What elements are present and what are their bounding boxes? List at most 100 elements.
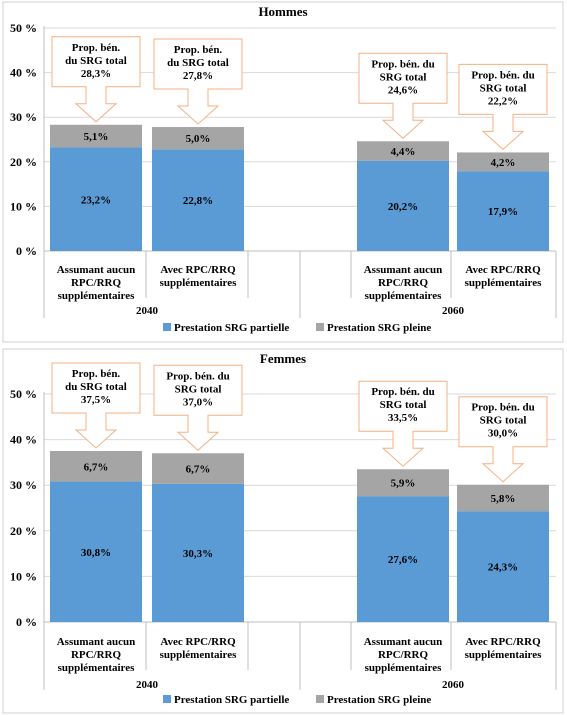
group-label: 2040 — [136, 305, 159, 317]
category-label: Avec RPC/RRQ — [465, 636, 541, 648]
chart-panel-hommes: Hommes 0 % 10 % 20 % 30 % 40 % 50 % 23,2% 5,1% Pr… — [2, 1, 564, 343]
category-label: Avec RPC/RRQ — [160, 264, 236, 276]
callout-arrow — [358, 52, 448, 139]
category-label: Assumant aucun — [57, 636, 136, 648]
data-label-pleine: 5,8% — [491, 493, 516, 505]
legend-swatch-partielle — [163, 323, 171, 331]
y-tick-label: 50 % — [10, 21, 37, 35]
callout-text: Prop. bén. — [174, 44, 223, 56]
y-tick-label: 30 % — [10, 110, 37, 124]
callout-text: du SRG total — [65, 55, 127, 67]
category-label: supplémentaires — [465, 277, 543, 289]
callout-text: 37,0% — [183, 396, 213, 408]
callout-text: Prop. bén. du — [471, 402, 534, 414]
bar-partielle — [152, 483, 244, 622]
category-label: supplémentaires — [365, 290, 443, 302]
callout-text: 30,0% — [488, 428, 518, 440]
bar-partielle — [357, 496, 449, 622]
y-tick-label: 20 % — [10, 155, 37, 169]
legend: Prestation SRG partielle Prestation SRG p… — [163, 694, 431, 706]
callout-text: 24,6% — [388, 84, 418, 96]
data-label-pleine: 5,9% — [391, 478, 416, 490]
callout-text: Prop. bén. du — [371, 386, 434, 398]
chart-border — [2, 1, 564, 343]
data-label-partielle: 22,8% — [183, 195, 213, 207]
category-label: supplémentaires — [58, 662, 136, 674]
chart-title: Hommes — [258, 4, 307, 19]
callout-arrow — [51, 362, 141, 449]
y-tick-label: 10 % — [10, 569, 37, 583]
category-label: supplémentaires — [465, 649, 543, 661]
bar-partielle — [357, 160, 449, 251]
data-label-partielle: 17,9% — [488, 206, 518, 218]
bar-pleine — [50, 124, 142, 148]
callout-text: SRG total — [480, 415, 527, 427]
bar-pleine — [152, 127, 244, 150]
legend-label-pleine: Prestation SRG pleine — [327, 322, 431, 334]
data-label-pleine: 4,2% — [491, 157, 516, 169]
callout-arrow — [358, 380, 448, 467]
callout-text: Prop. bén. du — [471, 69, 534, 81]
category-label: RPC/RRQ — [378, 277, 429, 289]
category-label: Assumant aucun — [57, 264, 136, 276]
legend-label-pleine: Prestation SRG pleine — [327, 694, 431, 706]
category-label: supplémentaires — [160, 649, 238, 661]
bar-pleine — [357, 141, 449, 161]
bar-pleine — [152, 453, 244, 484]
y-tick-label: 0 % — [16, 244, 37, 258]
category-label: supplémentaires — [160, 277, 238, 289]
y-tick-label: 40 % — [10, 66, 37, 80]
legend-swatch-pleine — [316, 695, 324, 703]
callout-text: Prop. bén. du — [166, 370, 229, 382]
group-label: 2060 — [442, 305, 465, 317]
y-tick-label: 0 % — [16, 615, 37, 629]
data-label-pleine: 4,4% — [391, 146, 416, 158]
bar-partielle — [152, 149, 244, 251]
callout-text: Prop. bén. — [72, 368, 121, 380]
callout-text: 28,3% — [81, 68, 111, 80]
callout-arrow — [458, 63, 548, 151]
data-label-pleine: 6,7% — [186, 464, 211, 476]
data-label-partielle: 24,3% — [488, 562, 518, 574]
category-label: Avec RPC/RRQ — [160, 636, 236, 648]
bar-partielle — [50, 481, 142, 622]
callout-text: SRG total — [380, 71, 427, 83]
category-label: RPC/RRQ — [71, 277, 122, 289]
category-label: RPC/RRQ — [378, 649, 429, 661]
callout-text: 27,8% — [183, 70, 213, 82]
bar-pleine — [50, 451, 142, 482]
data-label-partielle: 20,2% — [388, 201, 418, 213]
callout-text: du SRG total — [167, 57, 229, 69]
chart-panel-femmes: Femmes 0 % 10 % 20 % 30 % 40 % 50 % 30,8% 6,7% Pr… — [2, 348, 564, 714]
callout-text: SRG total — [380, 399, 427, 411]
callout-arrow — [153, 38, 243, 125]
category-label: supplémentaires — [58, 290, 136, 302]
callout-text: Prop. bén. — [72, 42, 121, 54]
callout-text: 33,5% — [388, 412, 418, 424]
chart-title: Femmes — [260, 351, 306, 366]
category-label: Assumant aucun — [364, 264, 443, 276]
bar-pleine — [457, 484, 549, 512]
data-label-partielle: 23,2% — [81, 194, 111, 206]
data-label-pleine: 5,0% — [186, 133, 211, 145]
category-label: RPC/RRQ — [71, 649, 122, 661]
callout-text: SRG total — [175, 383, 222, 395]
data-label-pleine: 5,1% — [84, 131, 109, 143]
bar-partielle — [457, 171, 549, 251]
category-label: Assumant aucun — [364, 636, 443, 648]
y-tick-label: 10 % — [10, 199, 37, 213]
bar-partielle — [50, 147, 142, 251]
group-label: 2060 — [442, 679, 465, 691]
y-tick-label: 20 % — [10, 524, 37, 538]
callout-text: du SRG total — [65, 381, 127, 393]
bar-pleine — [457, 152, 549, 172]
y-tick-label: 40 % — [10, 433, 37, 447]
bar-partielle — [457, 511, 549, 622]
callout-text: 22,2% — [488, 95, 518, 107]
callout-text: SRG total — [480, 82, 527, 94]
legend-label-partielle: Prestation SRG partielle — [174, 322, 289, 334]
data-label-pleine: 6,7% — [84, 461, 109, 473]
callout-arrow — [153, 364, 243, 451]
legend: Prestation SRG partielle Prestation SRG p… — [163, 322, 431, 334]
